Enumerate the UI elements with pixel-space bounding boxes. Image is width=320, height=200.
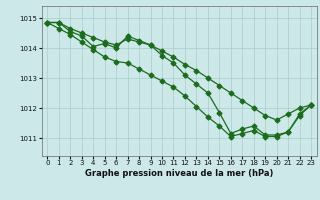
X-axis label: Graphe pression niveau de la mer (hPa): Graphe pression niveau de la mer (hPa) xyxy=(85,169,273,178)
